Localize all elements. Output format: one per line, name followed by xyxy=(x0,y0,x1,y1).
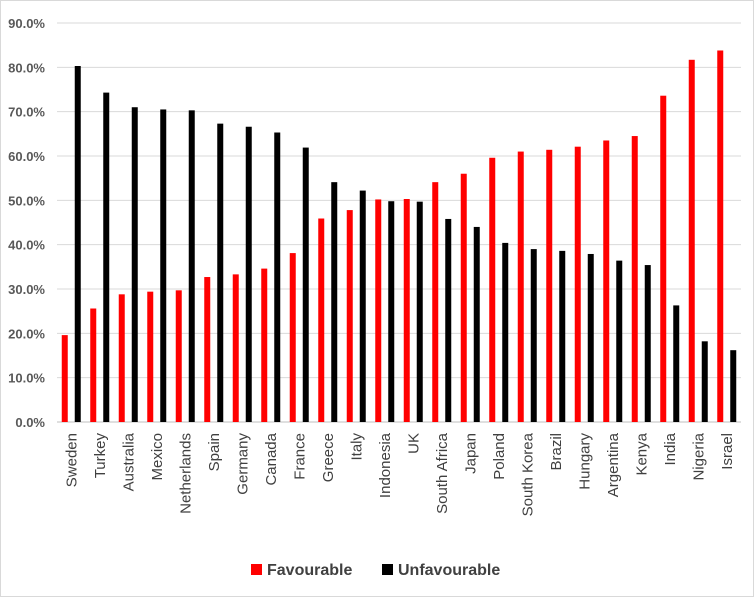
bar-unfavourable-canada xyxy=(274,132,281,422)
x-tick-label: Nigeria xyxy=(690,432,707,480)
bar-unfavourable-mexico xyxy=(160,109,167,422)
x-tick-label: UK xyxy=(405,433,422,454)
bar-unfavourable-germany xyxy=(245,126,252,423)
bar-unfavourable-poland xyxy=(502,242,509,422)
bar-favourable-south-korea xyxy=(517,151,524,423)
bar-unfavourable-brazil xyxy=(559,250,566,422)
bar-favourable-nigeria xyxy=(688,59,695,423)
bar-unfavourable-india xyxy=(673,305,680,422)
legend-label-favourable: Favourable xyxy=(267,562,352,579)
bar-unfavourable-hungary xyxy=(587,253,594,422)
x-tick-label: South Africa xyxy=(434,432,451,514)
bar-favourable-israel xyxy=(717,50,724,423)
bar-unfavourable-south-africa xyxy=(445,218,452,422)
x-tick-label: Germany xyxy=(234,433,251,495)
y-tick-label: 60.0% xyxy=(8,149,45,164)
legend-swatch-unfavourable xyxy=(382,564,393,575)
x-tick-label: Canada xyxy=(263,432,280,485)
x-axis: Sweden Turkey Australia Mexico Netherlands Sp… xyxy=(63,432,736,516)
bar-favourable-indonesia xyxy=(375,199,382,422)
bar-favourable-greece xyxy=(318,218,325,422)
x-tick-label: Kenya xyxy=(633,432,650,475)
x-tick-label: Greece xyxy=(320,433,337,482)
x-tick-label: Spain xyxy=(206,433,223,471)
x-tick-label: India xyxy=(662,432,679,465)
x-tick-label: France xyxy=(291,433,308,480)
bar-favourable-japan xyxy=(460,173,467,422)
bar-unfavourable-uk xyxy=(416,201,423,422)
y-tick-label: 30.0% xyxy=(8,282,45,297)
bars xyxy=(61,50,737,423)
bar-favourable-kenya xyxy=(631,136,638,423)
x-tick-label: Indonesia xyxy=(377,432,394,498)
x-tick-label: Mexico xyxy=(149,433,166,481)
bar-unfavourable-sweden xyxy=(74,66,81,423)
x-tick-label: Australia xyxy=(120,432,137,491)
x-tick-label: Argentina xyxy=(605,432,622,497)
x-tick-label: Brazil xyxy=(548,433,565,471)
bar-unfavourable-nigeria xyxy=(701,341,708,422)
y-tick-label: 80.0% xyxy=(8,60,45,75)
bar-favourable-canada xyxy=(261,268,268,422)
x-tick-label: Italy xyxy=(348,433,365,461)
bar-favourable-argentina xyxy=(603,140,610,422)
gridlines xyxy=(57,22,741,423)
bar-unfavourable-turkey xyxy=(103,92,110,422)
bar-favourable-poland xyxy=(489,157,496,423)
x-tick-label: Japan xyxy=(462,433,479,474)
bar-favourable-france xyxy=(289,253,296,422)
x-tick-label: Turkey xyxy=(92,433,109,479)
bar-unfavourable-greece xyxy=(331,182,338,422)
bar-favourable-germany xyxy=(232,274,239,422)
bar-favourable-south-africa xyxy=(432,182,439,422)
x-tick-label: Sweden xyxy=(63,433,80,487)
y-tick-label: 10.0% xyxy=(8,371,45,386)
bar-favourable-sweden xyxy=(61,335,68,422)
y-axis: 0.0% 10.0% 20.0% 30.0% 40.0% 50.0% 60.0% 70.0% 8… xyxy=(8,16,45,430)
bar-favourable-india xyxy=(660,95,667,422)
bar-unfavourable-spain xyxy=(217,123,224,423)
x-tick-label: Hungary xyxy=(576,433,593,490)
bar-favourable-brazil xyxy=(546,149,553,422)
bar-unfavourable-kenya xyxy=(644,265,651,422)
x-tick-label: Israel xyxy=(719,433,736,470)
bar-favourable-spain xyxy=(204,277,211,422)
bar-favourable-mexico xyxy=(147,291,154,422)
y-tick-label: 90.0% xyxy=(8,16,45,31)
bar-unfavourable-argentina xyxy=(616,260,623,422)
bar-favourable-australia xyxy=(118,294,125,422)
legend: Favourable Unfavourable xyxy=(251,562,500,579)
bar-favourable-turkey xyxy=(90,308,97,422)
bar-unfavourable-australia xyxy=(131,107,138,422)
bar-unfavourable-netherlands xyxy=(188,110,195,422)
bar-unfavourable-japan xyxy=(473,226,480,422)
bar-favourable-netherlands xyxy=(175,290,182,422)
bar-favourable-italy xyxy=(346,210,353,422)
legend-swatch-favourable xyxy=(251,564,262,575)
x-tick-label: Poland xyxy=(491,433,508,480)
x-tick-label: South Korea xyxy=(519,432,536,516)
bar-favourable-uk xyxy=(403,199,410,422)
y-tick-label: 70.0% xyxy=(8,105,45,120)
y-tick-label: 0.0% xyxy=(15,415,45,430)
y-tick-label: 20.0% xyxy=(8,326,45,341)
bar-favourable-hungary xyxy=(574,146,581,422)
bar-unfavourable-israel xyxy=(730,350,737,422)
y-tick-label: 40.0% xyxy=(8,238,45,253)
bar-unfavourable-france xyxy=(302,147,309,422)
bar-unfavourable-south-korea xyxy=(530,249,537,422)
y-tick-label: 50.0% xyxy=(8,193,45,208)
bar-unfavourable-indonesia xyxy=(388,201,395,422)
bar-unfavourable-italy xyxy=(359,190,366,422)
legend-label-unfavourable: Unfavourable xyxy=(398,562,500,579)
x-tick-label: Netherlands xyxy=(177,433,194,514)
